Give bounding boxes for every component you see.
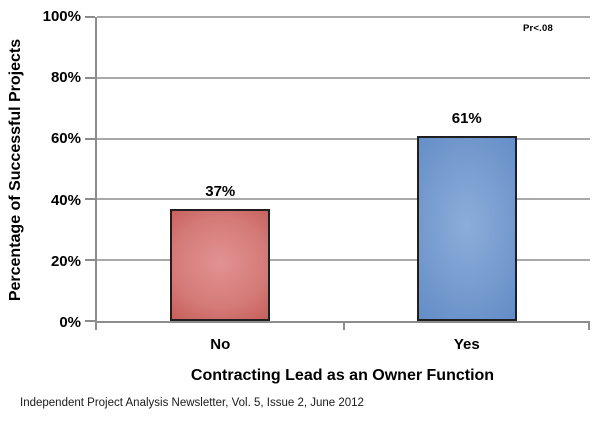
value-label-no: 37% [205, 182, 236, 200]
x-axis-title: Contracting Lead as an Owner Function [190, 367, 495, 384]
x-tick-mark-50 [342, 323, 345, 330]
y-tick-label-0: 0% [59, 314, 81, 331]
x-tick-mark-0 [95, 323, 97, 330]
plot-area: 37% 61% [85, 16, 590, 330]
category-label-yes: Yes [453, 336, 480, 353]
y-tick-mark-20 [85, 259, 95, 262]
y-tick-mark-0 [85, 320, 95, 322]
source-note: Independent Project Analysis Newsletter,… [20, 397, 364, 409]
gridline-40 [97, 198, 590, 201]
y-tick-label-100: 100% [42, 8, 81, 25]
gridline-80 [97, 76, 590, 79]
gridline-20 [97, 259, 590, 262]
bar-no [170, 208, 271, 321]
x-axis-category-labels: No Yes [97, 336, 590, 356]
y-tick-label-60: 60% [50, 130, 81, 148]
y-tick-label-20: 20% [50, 252, 81, 270]
y-tick-label-40: 40% [50, 191, 81, 209]
category-label-no: No [210, 336, 231, 353]
y-tick-mark-80 [85, 76, 95, 79]
y-tick-mark-100 [85, 16, 95, 18]
x-tick-mark-100 [588, 323, 590, 330]
y-tick-mark-60 [85, 137, 95, 140]
gridline-100 [97, 16, 590, 18]
gridline-60 [97, 137, 590, 140]
significance-annotation: Pr<.08 [523, 23, 553, 34]
y-tick-label-80: 80% [50, 69, 81, 87]
bar-yes [416, 135, 517, 321]
y-axis-labels: 0% 20% 40% 60% 80% 100% [0, 9, 86, 331]
y-tick-mark-40 [85, 198, 95, 201]
value-label-yes: 61% [451, 109, 482, 127]
